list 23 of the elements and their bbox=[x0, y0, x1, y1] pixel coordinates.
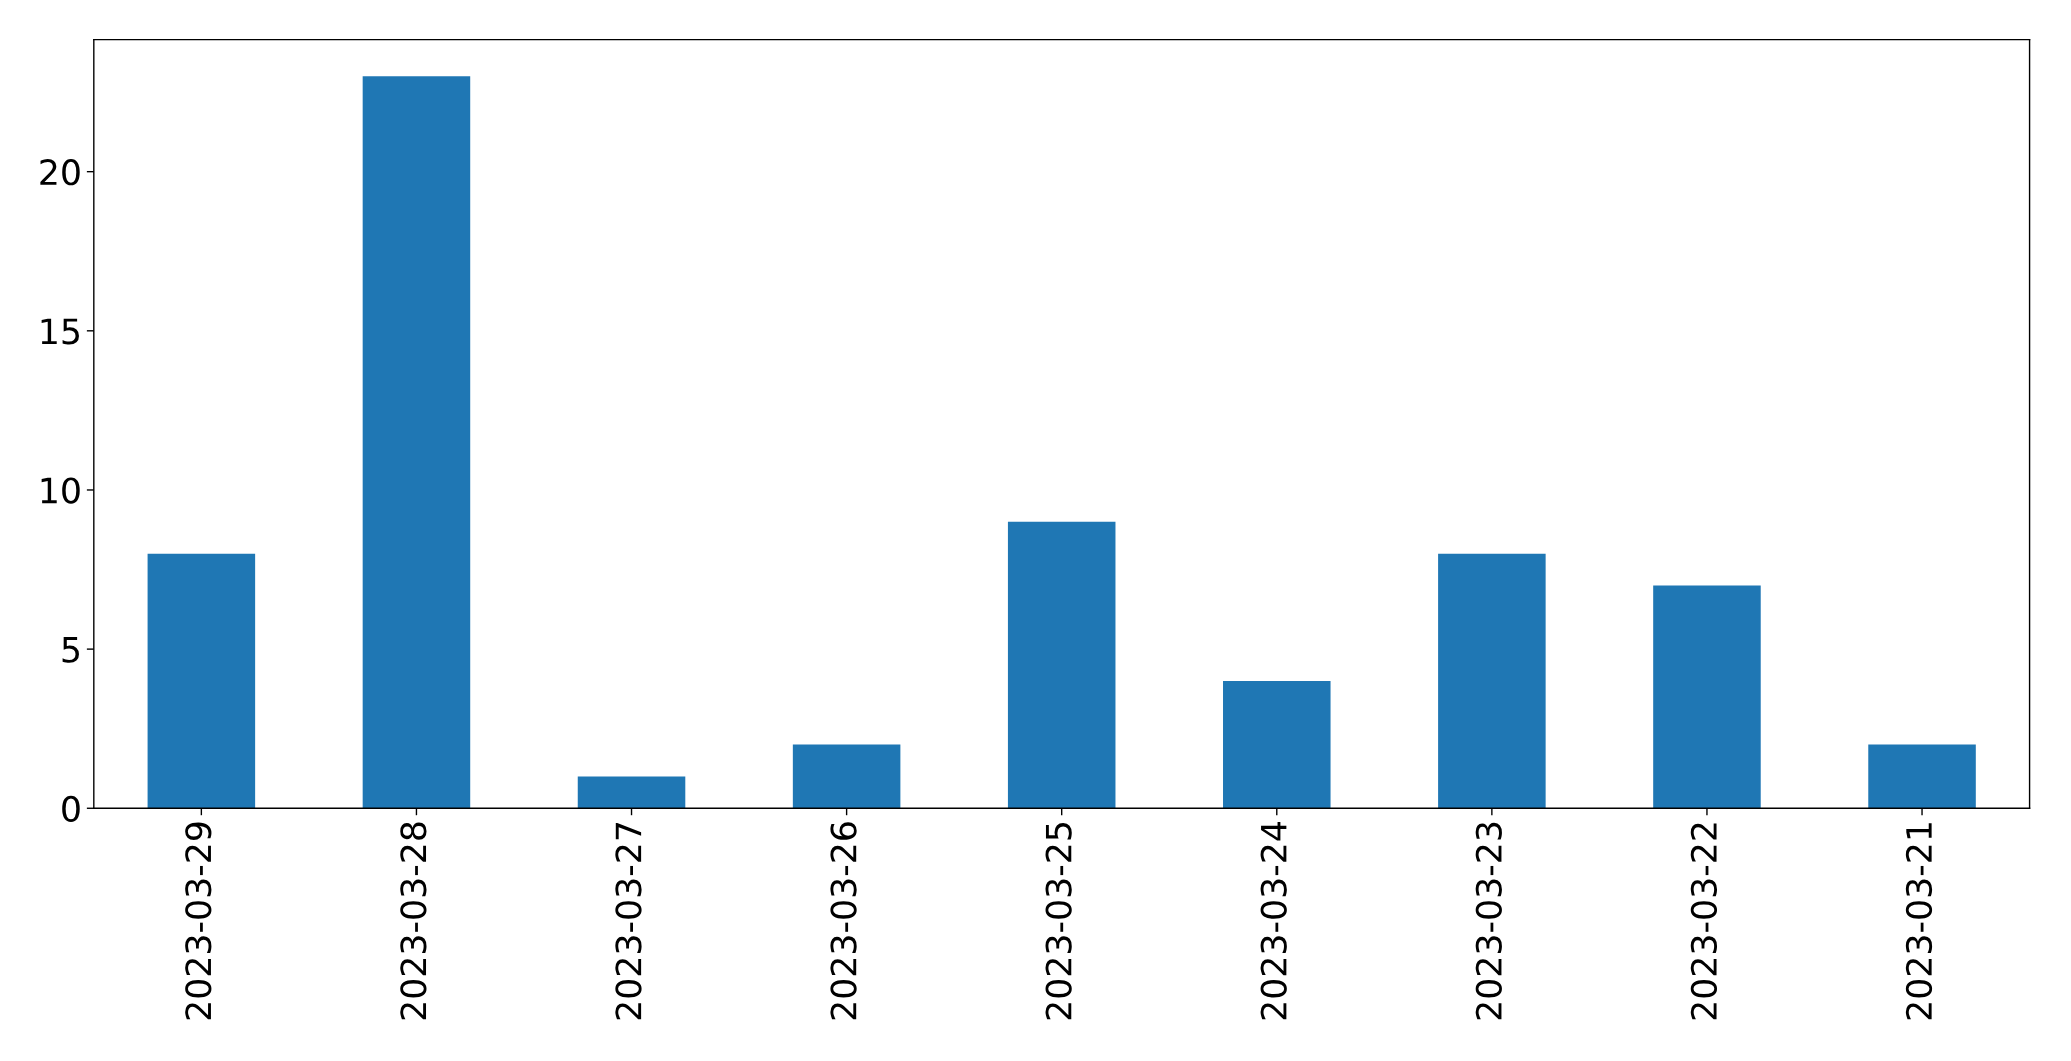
x-tick-label: 2023-03-28 bbox=[400, 822, 427, 1020]
y-tick-label: 0 bbox=[62, 795, 80, 822]
y-tick-label: 15 bbox=[41, 318, 79, 345]
bar bbox=[147, 553, 256, 809]
bar bbox=[1223, 680, 1331, 809]
bar bbox=[1007, 521, 1116, 809]
x-tick-label: 2023-03-26 bbox=[830, 822, 857, 1020]
x-tick-label: 2023-03-25 bbox=[1045, 823, 1072, 1020]
bar bbox=[1438, 553, 1546, 809]
x-tick-label: 2023-03-29 bbox=[185, 822, 212, 1020]
bar bbox=[1653, 585, 1761, 809]
x-tick-label: 2023-03-24 bbox=[1260, 822, 1287, 1020]
bar bbox=[1868, 744, 1976, 809]
x-tick-label: 2023-03-22 bbox=[1690, 823, 1718, 1020]
bar bbox=[792, 744, 901, 809]
x-tick-label: 2023-03-23 bbox=[1475, 822, 1502, 1020]
y-tick-label: 10 bbox=[41, 477, 80, 504]
bar bbox=[577, 776, 686, 809]
x-tick-label: 2023-03-21 bbox=[1905, 823, 1933, 1020]
y-tick-label: 20 bbox=[40, 159, 80, 186]
y-tick-label: 5 bbox=[62, 637, 79, 663]
x-tick-label: 2023-03-27 bbox=[615, 823, 642, 1020]
bar bbox=[362, 76, 471, 809]
